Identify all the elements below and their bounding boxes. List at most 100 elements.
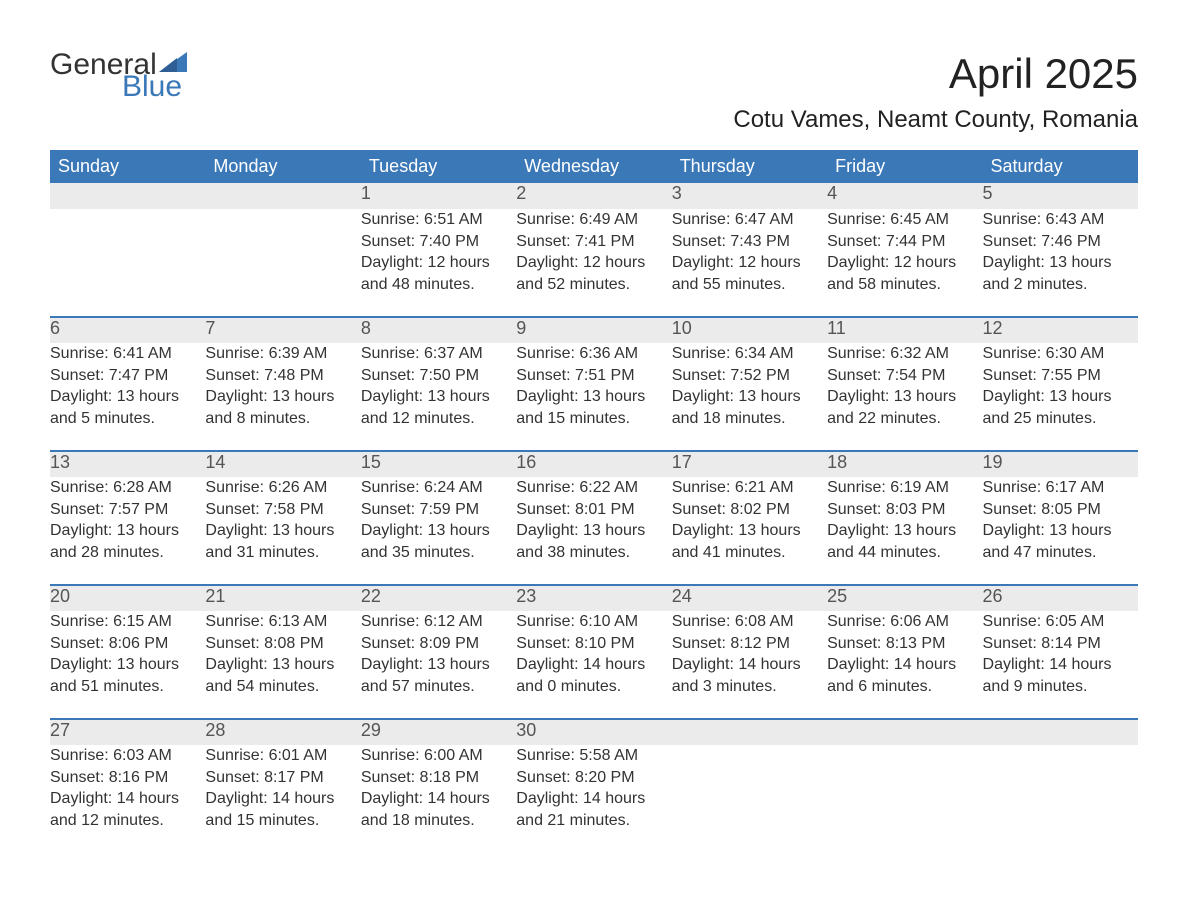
day-content-cell: Sunrise: 6:49 AMSunset: 7:41 PMDaylight:…	[516, 209, 671, 317]
weekday-header: Sunday	[50, 150, 205, 183]
day-content-cell: Sunrise: 6:37 AMSunset: 7:50 PMDaylight:…	[361, 343, 516, 451]
daylight-line-1: Daylight: 13 hours	[361, 386, 516, 408]
day-number-row: 20212223242526	[50, 585, 1138, 611]
day-content-cell	[983, 745, 1138, 853]
day-content-cell: Sunrise: 6:41 AMSunset: 7:47 PMDaylight:…	[50, 343, 205, 451]
daylight-line-1: Daylight: 13 hours	[50, 386, 205, 408]
daylight-line-2: and 6 minutes.	[827, 676, 982, 698]
daylight-line-2: and 12 minutes.	[361, 408, 516, 430]
sunrise-line: Sunrise: 6:39 AM	[205, 343, 360, 365]
sunrise-line: Sunrise: 6:17 AM	[983, 477, 1138, 499]
day-number-cell: 3	[672, 183, 827, 209]
day-content-cell	[672, 745, 827, 853]
day-number-cell: 28	[205, 719, 360, 745]
day-content-cell: Sunrise: 6:45 AMSunset: 7:44 PMDaylight:…	[827, 209, 982, 317]
sunrise-line: Sunrise: 6:47 AM	[672, 209, 827, 231]
logo: General Blue	[50, 50, 187, 102]
sunset-line: Sunset: 8:20 PM	[516, 767, 671, 789]
sunset-line: Sunset: 7:54 PM	[827, 365, 982, 387]
sunset-line: Sunset: 7:43 PM	[672, 231, 827, 253]
day-content-cell: Sunrise: 6:00 AMSunset: 8:18 PMDaylight:…	[361, 745, 516, 853]
sunrise-line: Sunrise: 6:36 AM	[516, 343, 671, 365]
sunset-line: Sunset: 8:18 PM	[361, 767, 516, 789]
daylight-line-2: and 57 minutes.	[361, 676, 516, 698]
day-content-cell: Sunrise: 6:26 AMSunset: 7:58 PMDaylight:…	[205, 477, 360, 585]
day-number-cell: 29	[361, 719, 516, 745]
sunset-line: Sunset: 7:59 PM	[361, 499, 516, 521]
sunset-line: Sunset: 8:03 PM	[827, 499, 982, 521]
logo-word-blue: Blue	[122, 72, 187, 102]
day-content-cell: Sunrise: 6:22 AMSunset: 8:01 PMDaylight:…	[516, 477, 671, 585]
weekday-header: Wednesday	[516, 150, 671, 183]
daylight-line-2: and 38 minutes.	[516, 542, 671, 564]
day-number-cell: 9	[516, 317, 671, 343]
daylight-line-2: and 47 minutes.	[983, 542, 1138, 564]
sunset-line: Sunset: 8:17 PM	[205, 767, 360, 789]
sunset-line: Sunset: 7:52 PM	[672, 365, 827, 387]
day-number-row: 13141516171819	[50, 451, 1138, 477]
daylight-line-2: and 31 minutes.	[205, 542, 360, 564]
day-number-cell: 16	[516, 451, 671, 477]
day-number-cell: 27	[50, 719, 205, 745]
daylight-line-1: Daylight: 13 hours	[361, 654, 516, 676]
sunset-line: Sunset: 7:41 PM	[516, 231, 671, 253]
day-content-cell: Sunrise: 5:58 AMSunset: 8:20 PMDaylight:…	[516, 745, 671, 853]
daylight-line-2: and 22 minutes.	[827, 408, 982, 430]
day-content-row: Sunrise: 6:15 AMSunset: 8:06 PMDaylight:…	[50, 611, 1138, 719]
daylight-line-1: Daylight: 14 hours	[827, 654, 982, 676]
sunset-line: Sunset: 8:01 PM	[516, 499, 671, 521]
day-number-cell: 24	[672, 585, 827, 611]
day-number-row: 12345	[50, 183, 1138, 209]
calendar-page: General Blue April 2025 Cotu Vames, Neam…	[0, 0, 1188, 883]
day-number-row: 27282930	[50, 719, 1138, 745]
daylight-line-2: and 54 minutes.	[205, 676, 360, 698]
daylight-line-2: and 12 minutes.	[50, 810, 205, 832]
day-content-cell	[50, 209, 205, 317]
daylight-line-1: Daylight: 13 hours	[672, 520, 827, 542]
day-content-cell: Sunrise: 6:08 AMSunset: 8:12 PMDaylight:…	[672, 611, 827, 719]
daylight-line-1: Daylight: 13 hours	[205, 386, 360, 408]
sunset-line: Sunset: 8:12 PM	[672, 633, 827, 655]
day-content-cell: Sunrise: 6:10 AMSunset: 8:10 PMDaylight:…	[516, 611, 671, 719]
daylight-line-1: Daylight: 14 hours	[50, 788, 205, 810]
sunrise-line: Sunrise: 6:03 AM	[50, 745, 205, 767]
calendar-body: 12345Sunrise: 6:51 AMSunset: 7:40 PMDayl…	[50, 183, 1138, 853]
sunset-line: Sunset: 8:02 PM	[672, 499, 827, 521]
daylight-line-2: and 52 minutes.	[516, 274, 671, 296]
weekday-header: Tuesday	[361, 150, 516, 183]
day-number-cell	[983, 719, 1138, 745]
sunrise-line: Sunrise: 6:00 AM	[361, 745, 516, 767]
day-number-cell: 1	[361, 183, 516, 209]
day-number-cell: 10	[672, 317, 827, 343]
month-title: April 2025	[733, 50, 1138, 98]
daylight-line-1: Daylight: 14 hours	[516, 788, 671, 810]
daylight-line-2: and 44 minutes.	[827, 542, 982, 564]
day-number-cell: 21	[205, 585, 360, 611]
daylight-line-2: and 15 minutes.	[516, 408, 671, 430]
daylight-line-1: Daylight: 13 hours	[50, 520, 205, 542]
sunset-line: Sunset: 7:58 PM	[205, 499, 360, 521]
sunrise-line: Sunrise: 6:41 AM	[50, 343, 205, 365]
daylight-line-1: Daylight: 13 hours	[205, 520, 360, 542]
sunrise-line: Sunrise: 6:10 AM	[516, 611, 671, 633]
day-content-cell: Sunrise: 6:30 AMSunset: 7:55 PMDaylight:…	[983, 343, 1138, 451]
title-block: April 2025 Cotu Vames, Neamt County, Rom…	[733, 50, 1138, 144]
sunrise-line: Sunrise: 6:05 AM	[983, 611, 1138, 633]
sunrise-line: Sunrise: 6:34 AM	[672, 343, 827, 365]
daylight-line-2: and 51 minutes.	[50, 676, 205, 698]
daylight-line-2: and 3 minutes.	[672, 676, 827, 698]
day-content-cell: Sunrise: 6:01 AMSunset: 8:17 PMDaylight:…	[205, 745, 360, 853]
calendar-table: Sunday Monday Tuesday Wednesday Thursday…	[50, 150, 1138, 853]
day-number-cell: 11	[827, 317, 982, 343]
day-number-cell: 5	[983, 183, 1138, 209]
sunset-line: Sunset: 8:05 PM	[983, 499, 1138, 521]
sunrise-line: Sunrise: 6:37 AM	[361, 343, 516, 365]
daylight-line-2: and 18 minutes.	[361, 810, 516, 832]
header: General Blue April 2025 Cotu Vames, Neam…	[50, 50, 1138, 144]
daylight-line-1: Daylight: 14 hours	[983, 654, 1138, 676]
sunrise-line: Sunrise: 6:12 AM	[361, 611, 516, 633]
daylight-line-2: and 15 minutes.	[205, 810, 360, 832]
day-content-cell: Sunrise: 6:32 AMSunset: 7:54 PMDaylight:…	[827, 343, 982, 451]
day-number-cell	[827, 719, 982, 745]
day-number-cell: 23	[516, 585, 671, 611]
